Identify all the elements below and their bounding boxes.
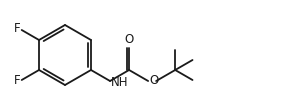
Text: F: F [14, 74, 21, 88]
Text: F: F [14, 22, 21, 36]
Text: O: O [149, 74, 158, 88]
Text: O: O [124, 33, 134, 46]
Text: NH: NH [111, 76, 128, 89]
